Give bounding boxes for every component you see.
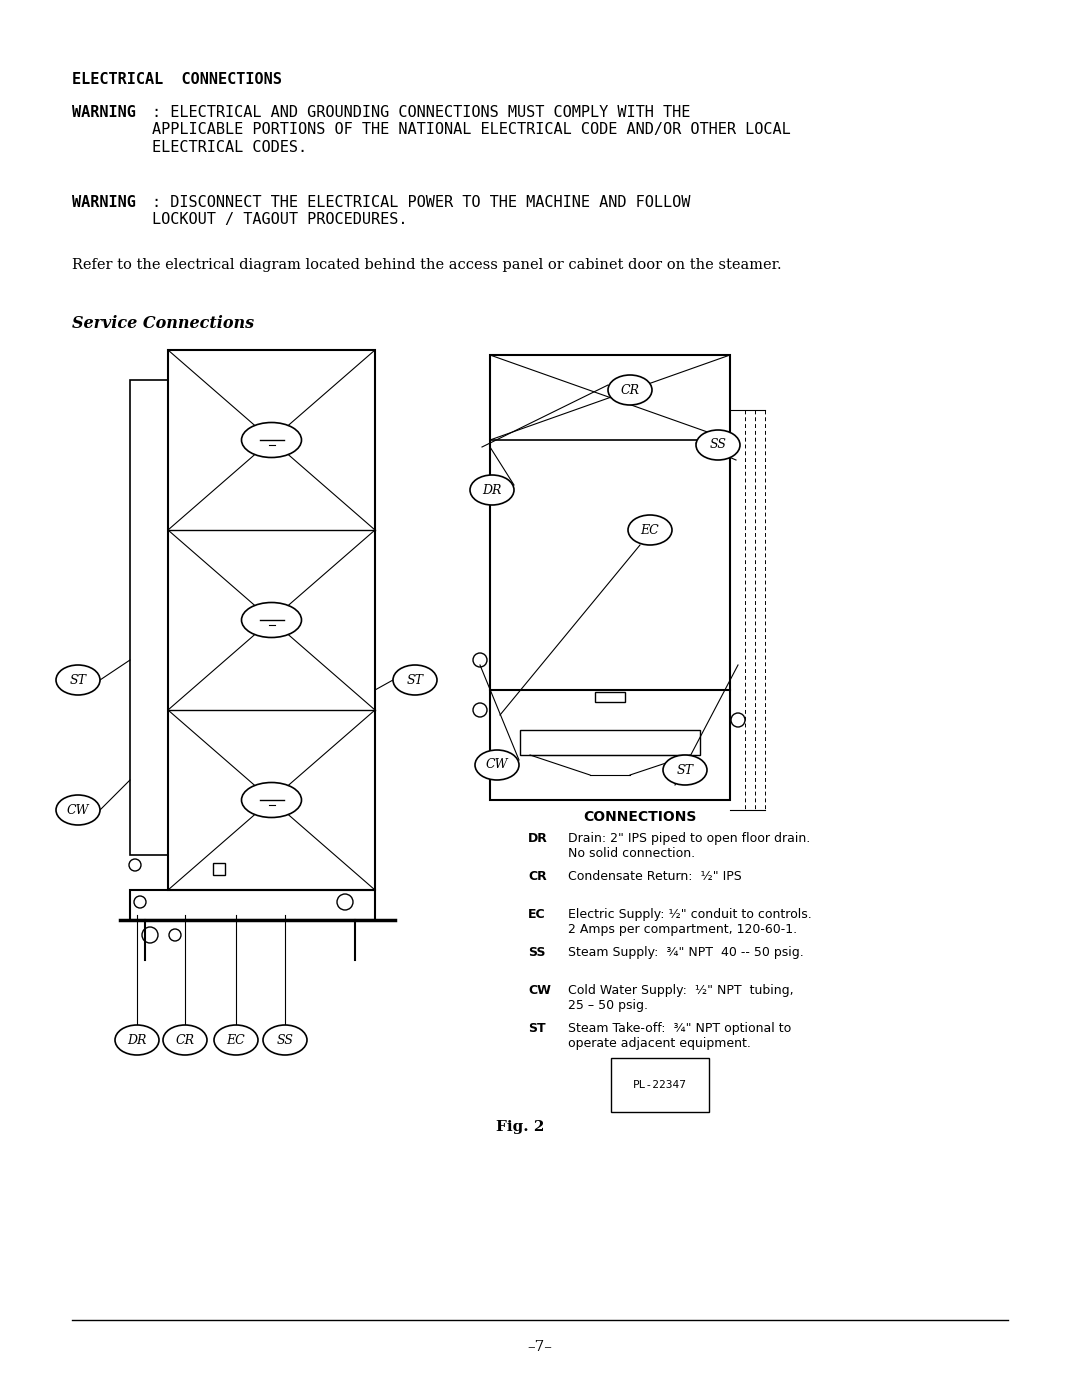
Text: Drain: 2" IPS piped to open floor drain.
No solid connection.: Drain: 2" IPS piped to open floor drain.… (568, 833, 810, 861)
Text: ST: ST (528, 1023, 545, 1035)
Ellipse shape (663, 754, 707, 785)
Text: Steam Take-off:  ¾" NPT optional to
operate adjacent equipment.: Steam Take-off: ¾" NPT optional to opera… (568, 1023, 792, 1051)
Ellipse shape (242, 782, 301, 817)
Text: Fig. 2: Fig. 2 (496, 1120, 544, 1134)
Ellipse shape (114, 1025, 159, 1055)
Ellipse shape (264, 1025, 307, 1055)
Ellipse shape (393, 665, 437, 694)
Text: Service Connections: Service Connections (72, 314, 254, 332)
Text: EC: EC (640, 524, 660, 536)
Text: EC: EC (528, 908, 545, 921)
Ellipse shape (242, 602, 301, 637)
Polygon shape (595, 692, 625, 703)
Ellipse shape (470, 475, 514, 504)
Text: DR: DR (127, 1034, 147, 1046)
Text: SS: SS (276, 1034, 294, 1046)
Text: : ELECTRICAL AND GROUNDING CONNECTIONS MUST COMPLY WITH THE
APPLICABLE PORTIONS : : ELECTRICAL AND GROUNDING CONNECTIONS M… (152, 105, 791, 155)
Text: CR: CR (175, 1034, 194, 1046)
Text: Steam Supply:  ¾" NPT  40 -- 50 psig.: Steam Supply: ¾" NPT 40 -- 50 psig. (568, 946, 804, 958)
Ellipse shape (56, 665, 100, 694)
Ellipse shape (627, 515, 672, 545)
Ellipse shape (214, 1025, 258, 1055)
Text: CR: CR (621, 384, 639, 397)
Ellipse shape (475, 750, 519, 780)
Text: SS: SS (528, 946, 545, 958)
Text: CR: CR (528, 870, 546, 883)
Text: SS: SS (710, 439, 727, 451)
Text: CW: CW (486, 759, 509, 771)
Text: Condensate Return:  ½" IPS: Condensate Return: ½" IPS (568, 870, 742, 883)
Text: Electric Supply: ½" conduit to controls.
2 Amps per compartment, 120-60-1.: Electric Supply: ½" conduit to controls.… (568, 908, 812, 936)
Text: DR: DR (528, 833, 548, 845)
Text: –7–: –7– (527, 1340, 553, 1354)
Ellipse shape (56, 795, 100, 826)
Ellipse shape (163, 1025, 207, 1055)
Ellipse shape (696, 430, 740, 460)
Text: ST: ST (406, 673, 423, 686)
Text: WARNING: WARNING (72, 196, 136, 210)
Text: DR: DR (483, 483, 502, 496)
Text: : DISCONNECT THE ELECTRICAL POWER TO THE MACHINE AND FOLLOW
LOCKOUT / TAGOUT PRO: : DISCONNECT THE ELECTRICAL POWER TO THE… (152, 196, 690, 228)
Text: PL-22347: PL-22347 (633, 1080, 687, 1090)
Text: CONNECTIONS: CONNECTIONS (583, 810, 697, 824)
Ellipse shape (608, 374, 652, 405)
Ellipse shape (242, 422, 301, 457)
Text: Refer to the electrical diagram located behind the access panel or cabinet door : Refer to the electrical diagram located … (72, 258, 782, 272)
Text: Cold Water Supply:  ½" NPT  tubing,
25 – 50 psig.: Cold Water Supply: ½" NPT tubing, 25 – 5… (568, 983, 794, 1011)
Text: ST: ST (69, 673, 86, 686)
Text: CW: CW (67, 803, 90, 816)
Text: WARNING: WARNING (72, 105, 136, 120)
Text: CW: CW (528, 983, 551, 997)
Text: EC: EC (227, 1034, 245, 1046)
Text: ELECTRICAL  CONNECTIONS: ELECTRICAL CONNECTIONS (72, 73, 282, 87)
Text: ST: ST (676, 764, 693, 777)
